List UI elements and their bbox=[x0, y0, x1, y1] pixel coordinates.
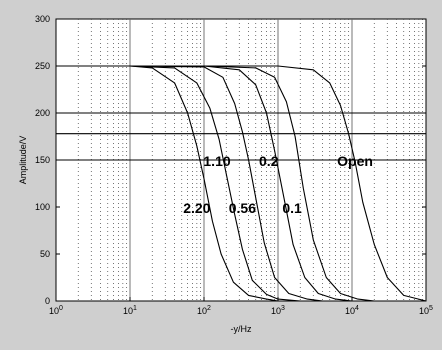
y-tick-label: 50 bbox=[40, 249, 50, 259]
x-tick-label: 104 bbox=[345, 305, 359, 316]
x-tick-label: 101 bbox=[123, 305, 137, 316]
y-tick-label: 250 bbox=[35, 61, 50, 71]
series-group bbox=[56, 65, 427, 302]
series-line-open bbox=[56, 65, 427, 302]
y-tick-label: 300 bbox=[35, 14, 50, 24]
series-line-0-56 bbox=[56, 65, 323, 302]
series-annotation: 1.10 bbox=[203, 153, 230, 169]
y-axis-label: Amplitude/V bbox=[18, 136, 28, 185]
series-line-2-20 bbox=[56, 65, 279, 302]
y-tick-label: 100 bbox=[35, 202, 50, 212]
x-tick-label: 105 bbox=[419, 305, 433, 316]
reference-lines bbox=[56, 112, 426, 161]
y-tick-label: 200 bbox=[35, 108, 50, 118]
series-annotation: 0.1 bbox=[282, 200, 302, 216]
series-annotation: Open bbox=[337, 153, 373, 169]
x-tick-label: 102 bbox=[197, 305, 211, 316]
y-axis-ticks: 0 50 100 150 200 250 300 bbox=[35, 14, 426, 306]
series-line-1-10 bbox=[56, 65, 301, 302]
annotations: 1.10 0.2 Open 2.20 0.56 0.1 bbox=[183, 153, 373, 216]
series-annotation: 0.56 bbox=[229, 200, 256, 216]
series-annotation: 2.20 bbox=[183, 200, 210, 216]
y-tick-label: 0 bbox=[45, 296, 50, 306]
x-tick-label: 100 bbox=[49, 305, 63, 316]
x-axis-ticks: 100 101 102 103 104 105 bbox=[49, 297, 433, 316]
series-annotation: 0.2 bbox=[259, 153, 279, 169]
x-tick-label: 103 bbox=[271, 305, 285, 316]
y-tick-label: 150 bbox=[35, 155, 50, 165]
x-axis-label: -y/Hz bbox=[231, 324, 252, 334]
